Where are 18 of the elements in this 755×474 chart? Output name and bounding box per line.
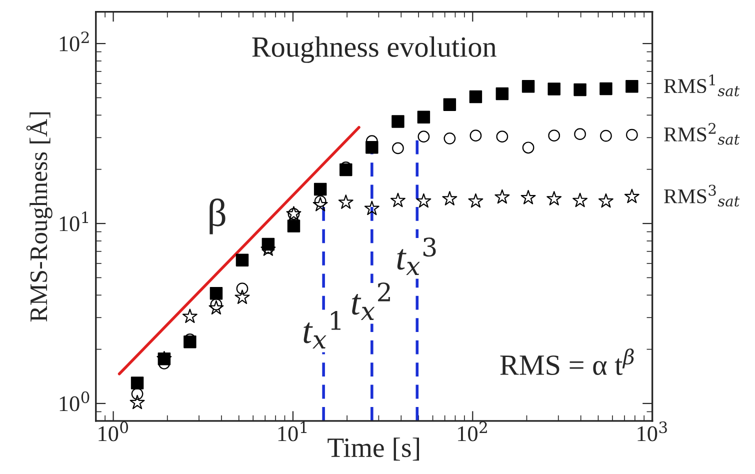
annotation: t$_{x}$$^{1}$	[304, 310, 340, 348]
text: Roughness evolution	[252, 36, 496, 63]
x-tick-label: 10$^{2}$	[458, 421, 487, 442]
annotation: t$_{x}$$^{3}$	[397, 238, 436, 276]
y-axis-title: RMS-Roughness [Å]	[26, 112, 52, 322]
y-tick-label: 10$^{1}$	[60, 211, 88, 232]
series-label: RMS$^{1}$$_{sat}$	[664, 74, 740, 96]
x-tick-label: 10$^{0}$	[98, 421, 128, 442]
y-tick-label: 10$^{0}$	[60, 391, 90, 412]
series-label: RMS$^{2}$$_{sat}$	[664, 122, 740, 145]
annotation: RMS = α t$^{β}$	[500, 348, 634, 376]
series-label: RMS$^{3}$$_{sat}$	[664, 184, 740, 207]
x-axis-title: Time [s]	[328, 438, 419, 461]
annotation: t$_{x}$$^{2}$	[352, 282, 390, 320]
y-tick-label: 10$^{2}$	[60, 31, 89, 52]
annotation: β	[210, 198, 226, 234]
x-tick-label: 10$^{1}$	[278, 421, 307, 442]
x-tick-label: 10$^{3}$	[638, 421, 667, 442]
